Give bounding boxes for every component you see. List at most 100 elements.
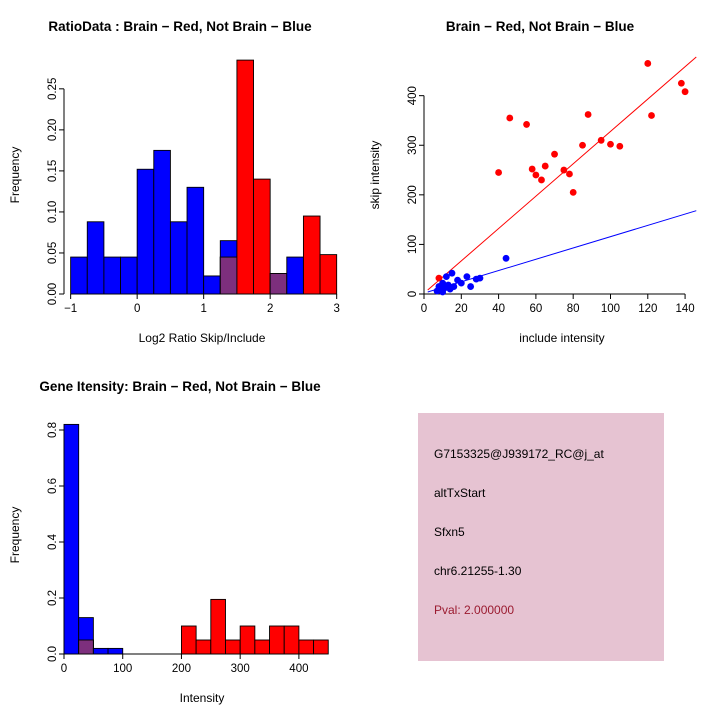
hist-bar [86,221,105,295]
hist-bar [225,639,241,655]
y-tick-label: 0.15 [47,160,59,182]
scatter-point [528,165,536,173]
ratio-histogram-title: RatioData : Brain − Red, Not Brain − Blu… [48,19,312,34]
hist-bar [136,168,155,295]
hist-bar [107,647,124,655]
scatter-point [463,273,471,281]
intensity-scatter-xlabel: include intensity [519,331,605,345]
scatter-point [616,142,624,150]
scatter-point [495,169,502,176]
y-tick-label: 400 [407,86,419,105]
scatter-point [597,136,605,144]
scatter-point [476,274,484,282]
y-tick-label: 100 [407,235,419,254]
hist-bar [286,256,304,295]
y-tick-label: 0.10 [47,201,59,223]
scatter-point [607,140,614,148]
ratio-histogram-panel: RatioData : Brain − Red, Not Brain − Blu… [0,0,360,360]
pvalue-text: Pval: 2.000000 [434,603,515,617]
scatter-point [644,60,652,67]
x-tick-label: −1 [64,303,77,315]
chromosome-location: chr6.21255-1.30 [434,564,522,578]
intensity-scatter-panel: Brain − Red, Not Brain − Blue skip inten… [360,0,720,360]
x-tick-label: 300 [231,663,250,675]
gene-symbol: Sfxn5 [434,525,465,539]
hist-bar [153,149,171,295]
hist-bar [269,273,288,295]
scatter-point [551,150,558,158]
x-tick-label: 20 [455,303,468,315]
hist-bar [313,639,329,655]
gene-intensity-histogram-plot: 0 100 200 300 400 0.0 0.2 0.4 0.6 0.8 [47,422,329,675]
hist-bar [186,186,205,295]
hist-bar [319,254,338,295]
scatter-point [560,166,568,174]
scatter-point [442,273,450,281]
hist-bar [239,625,256,655]
hist-bar [253,178,271,295]
x-tick-label: 2 [267,303,273,315]
x-tick-label: 80 [567,303,580,315]
x-tick-label: 60 [529,303,542,315]
scatter-point [523,121,530,128]
y-tick-label: 0.05 [47,242,59,264]
scatter-point [677,79,685,87]
scatter-point [435,274,443,282]
intensity-scatter-title: Brain − Red, Not Brain − Blue [445,19,635,34]
hist-bar [70,256,88,295]
x-tick-label: 0 [421,303,427,315]
hist-bar [298,639,315,655]
gene-intensity-histogram-panel: Gene Itensity: Brain − Red, Not Brain − … [0,360,360,720]
x-tick-label: 400 [289,663,308,675]
y-tick-label: 0.2 [47,590,59,606]
y-tick-label: 0.0 [47,646,59,662]
gene-intensity-histogram-title: Gene Itensity: Brain − Red, Not Brain − … [39,379,321,394]
scatter-point [450,283,458,290]
y-tick-label: 300 [407,136,419,155]
hist-bar [120,256,138,295]
scatter-point [467,283,475,290]
ratio-histogram-xlabel: Log2 Ratio Skip/Include [138,331,266,345]
scatter-point [541,162,549,170]
x-tick-label: 1 [200,303,206,315]
exon-info-box: G7153325@J939172_RC@j_at altTxStart Sfxn… [418,413,664,661]
y-tick-label: 0.25 [47,78,59,100]
y-tick-label: 0 [407,291,419,297]
gene-intensity-histogram-xlabel: Intensity [179,691,225,705]
y-tick-label: 200 [407,185,419,204]
hist-bar [169,221,188,295]
scatter-point [566,170,573,178]
scatter-point [538,176,545,184]
scatter-point [579,141,586,149]
scatter-point [569,188,577,196]
hist-bar [92,647,109,655]
x-tick-label: 0 [134,303,140,315]
hist-bar [236,59,254,295]
hist-bar [203,275,221,295]
intensity-scatter-plot: 0 20 40 60 80 100 120 140 0 100 200 300 400 [407,56,697,315]
x-tick-label: 140 [675,303,694,315]
hist-bar [78,639,94,655]
scatter-point [584,111,592,118]
scatter-point [648,112,655,119]
fit-line [427,56,697,291]
y-tick-label: 0.8 [47,422,59,438]
hist-bar [180,625,197,655]
scatter-point [532,171,540,179]
y-tick-label: 0.4 [47,533,59,550]
probe-id: G7153325@J939172_RC@j_at [434,447,604,461]
y-tick-label: 0.20 [47,119,59,141]
ratio-histogram-plot: −1 0 1 2 3 0.00 0.05 0.10 0.15 0.20 0.25 [47,59,340,315]
scatter-point [506,114,514,122]
hist-bar [302,215,321,295]
hist-bar [283,625,300,655]
x-tick-label: 100 [601,303,620,315]
event-type: altTxStart [434,486,486,500]
scatter-point [448,269,456,277]
scatter-point [681,88,689,96]
hist-bar [269,625,285,655]
x-tick-label: 200 [172,663,191,675]
x-tick-label: 40 [492,303,505,315]
info-panel: G7153325@J939172_RC@j_at altTxStart Sfxn… [360,360,720,720]
